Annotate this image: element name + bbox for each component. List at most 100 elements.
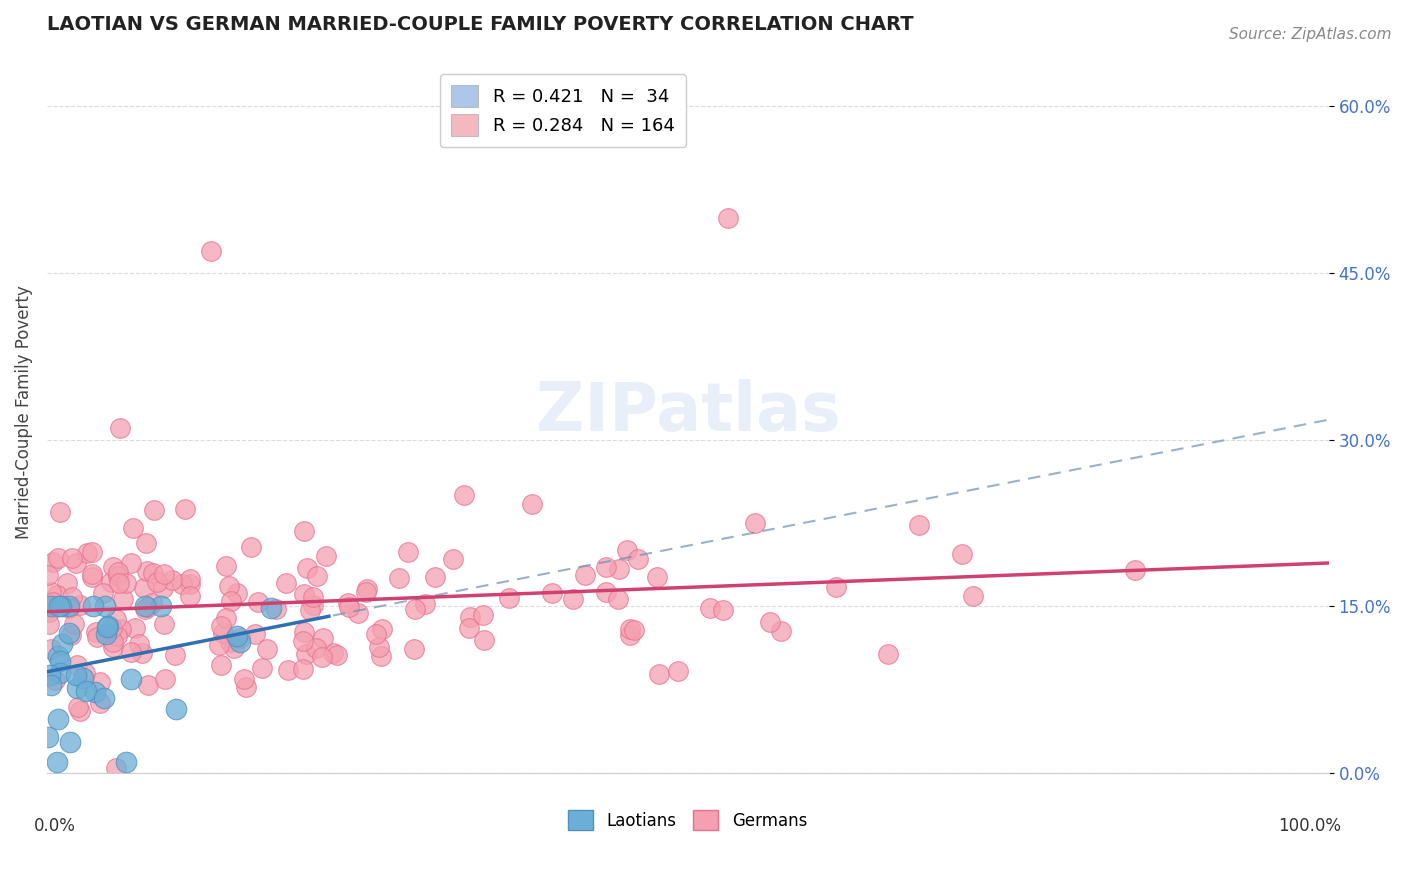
Point <box>619 622 641 636</box>
Point <box>209 658 232 673</box>
Point <box>39 599 62 614</box>
Point <box>472 633 495 648</box>
Point <box>39 585 62 599</box>
Point <box>45 755 67 769</box>
Point <box>441 552 464 566</box>
Point <box>73 665 96 680</box>
Point <box>96 620 118 634</box>
Point <box>744 516 766 531</box>
Point <box>89 696 111 710</box>
Point <box>619 628 641 642</box>
Point <box>209 619 232 633</box>
Point <box>162 573 184 587</box>
Point <box>292 524 315 538</box>
Point <box>274 576 297 591</box>
Point <box>110 622 132 636</box>
Point <box>120 672 142 686</box>
Point <box>107 575 129 590</box>
Point <box>388 571 411 585</box>
Y-axis label: Married-Couple Family Poverty: Married-Couple Family Poverty <box>15 285 32 539</box>
Point <box>60 590 83 604</box>
Point <box>80 570 103 584</box>
Point <box>367 640 389 654</box>
Point <box>69 599 91 613</box>
Point <box>458 609 481 624</box>
Point <box>48 599 70 614</box>
Point <box>37 730 59 744</box>
Point <box>336 595 359 609</box>
Point <box>606 591 628 606</box>
Point <box>174 501 197 516</box>
Point <box>163 648 186 662</box>
Point <box>292 587 315 601</box>
Point <box>292 662 315 676</box>
Point <box>69 704 91 718</box>
Point <box>413 597 436 611</box>
Point <box>219 594 242 608</box>
Point <box>107 565 129 579</box>
Point <box>326 648 349 663</box>
Point <box>301 590 323 604</box>
Point <box>58 601 80 615</box>
Point <box>364 627 387 641</box>
Point <box>277 663 299 677</box>
Point <box>63 617 86 632</box>
Point <box>247 595 270 609</box>
Point <box>574 567 596 582</box>
Point <box>46 648 69 663</box>
Point <box>356 582 378 596</box>
Point <box>256 642 278 657</box>
Point <box>89 675 111 690</box>
Point <box>453 487 475 501</box>
Point <box>66 658 89 673</box>
Point <box>219 634 242 648</box>
Point <box>131 646 153 660</box>
Point <box>110 421 132 435</box>
Point <box>225 586 247 600</box>
Point <box>76 546 98 560</box>
Point <box>172 577 194 591</box>
Point <box>541 586 564 600</box>
Point <box>595 559 617 574</box>
Point <box>120 556 142 570</box>
Point <box>141 596 163 610</box>
Point <box>58 626 80 640</box>
Text: Source: ZipAtlas.com: Source: ZipAtlas.com <box>1229 27 1392 42</box>
Point <box>56 575 79 590</box>
Point <box>65 556 87 570</box>
Point <box>212 626 235 640</box>
Text: LAOTIAN VS GERMAN MARRIED-COUPLE FAMILY POVERTY CORRELATION CHART: LAOTIAN VS GERMAN MARRIED-COUPLE FAMILY … <box>46 15 914 34</box>
Point <box>39 641 62 656</box>
Point <box>39 667 62 681</box>
Point <box>347 607 370 621</box>
Point <box>75 684 97 698</box>
Point <box>315 549 337 563</box>
Point <box>150 599 173 614</box>
Point <box>84 624 107 639</box>
Point <box>404 602 426 616</box>
Point <box>165 702 187 716</box>
Point <box>121 521 143 535</box>
Point <box>423 570 446 584</box>
Point <box>65 668 87 682</box>
Point <box>49 505 72 519</box>
Point <box>132 581 155 595</box>
Point <box>264 602 287 616</box>
Point <box>128 637 150 651</box>
Point <box>46 712 69 726</box>
Point <box>93 690 115 705</box>
Point <box>311 649 333 664</box>
Point <box>648 667 671 681</box>
Point <box>312 632 335 646</box>
Point <box>112 592 135 607</box>
Point <box>60 551 83 566</box>
Point <box>51 637 73 651</box>
Point <box>561 592 583 607</box>
Point <box>114 755 136 769</box>
Point <box>962 589 984 603</box>
Point <box>208 638 231 652</box>
Point <box>146 574 169 589</box>
Point <box>299 603 322 617</box>
Legend: R = 0.421   N =  34, R = 0.284   N = 164: R = 0.421 N = 34, R = 0.284 N = 164 <box>440 74 686 147</box>
Point <box>86 631 108 645</box>
